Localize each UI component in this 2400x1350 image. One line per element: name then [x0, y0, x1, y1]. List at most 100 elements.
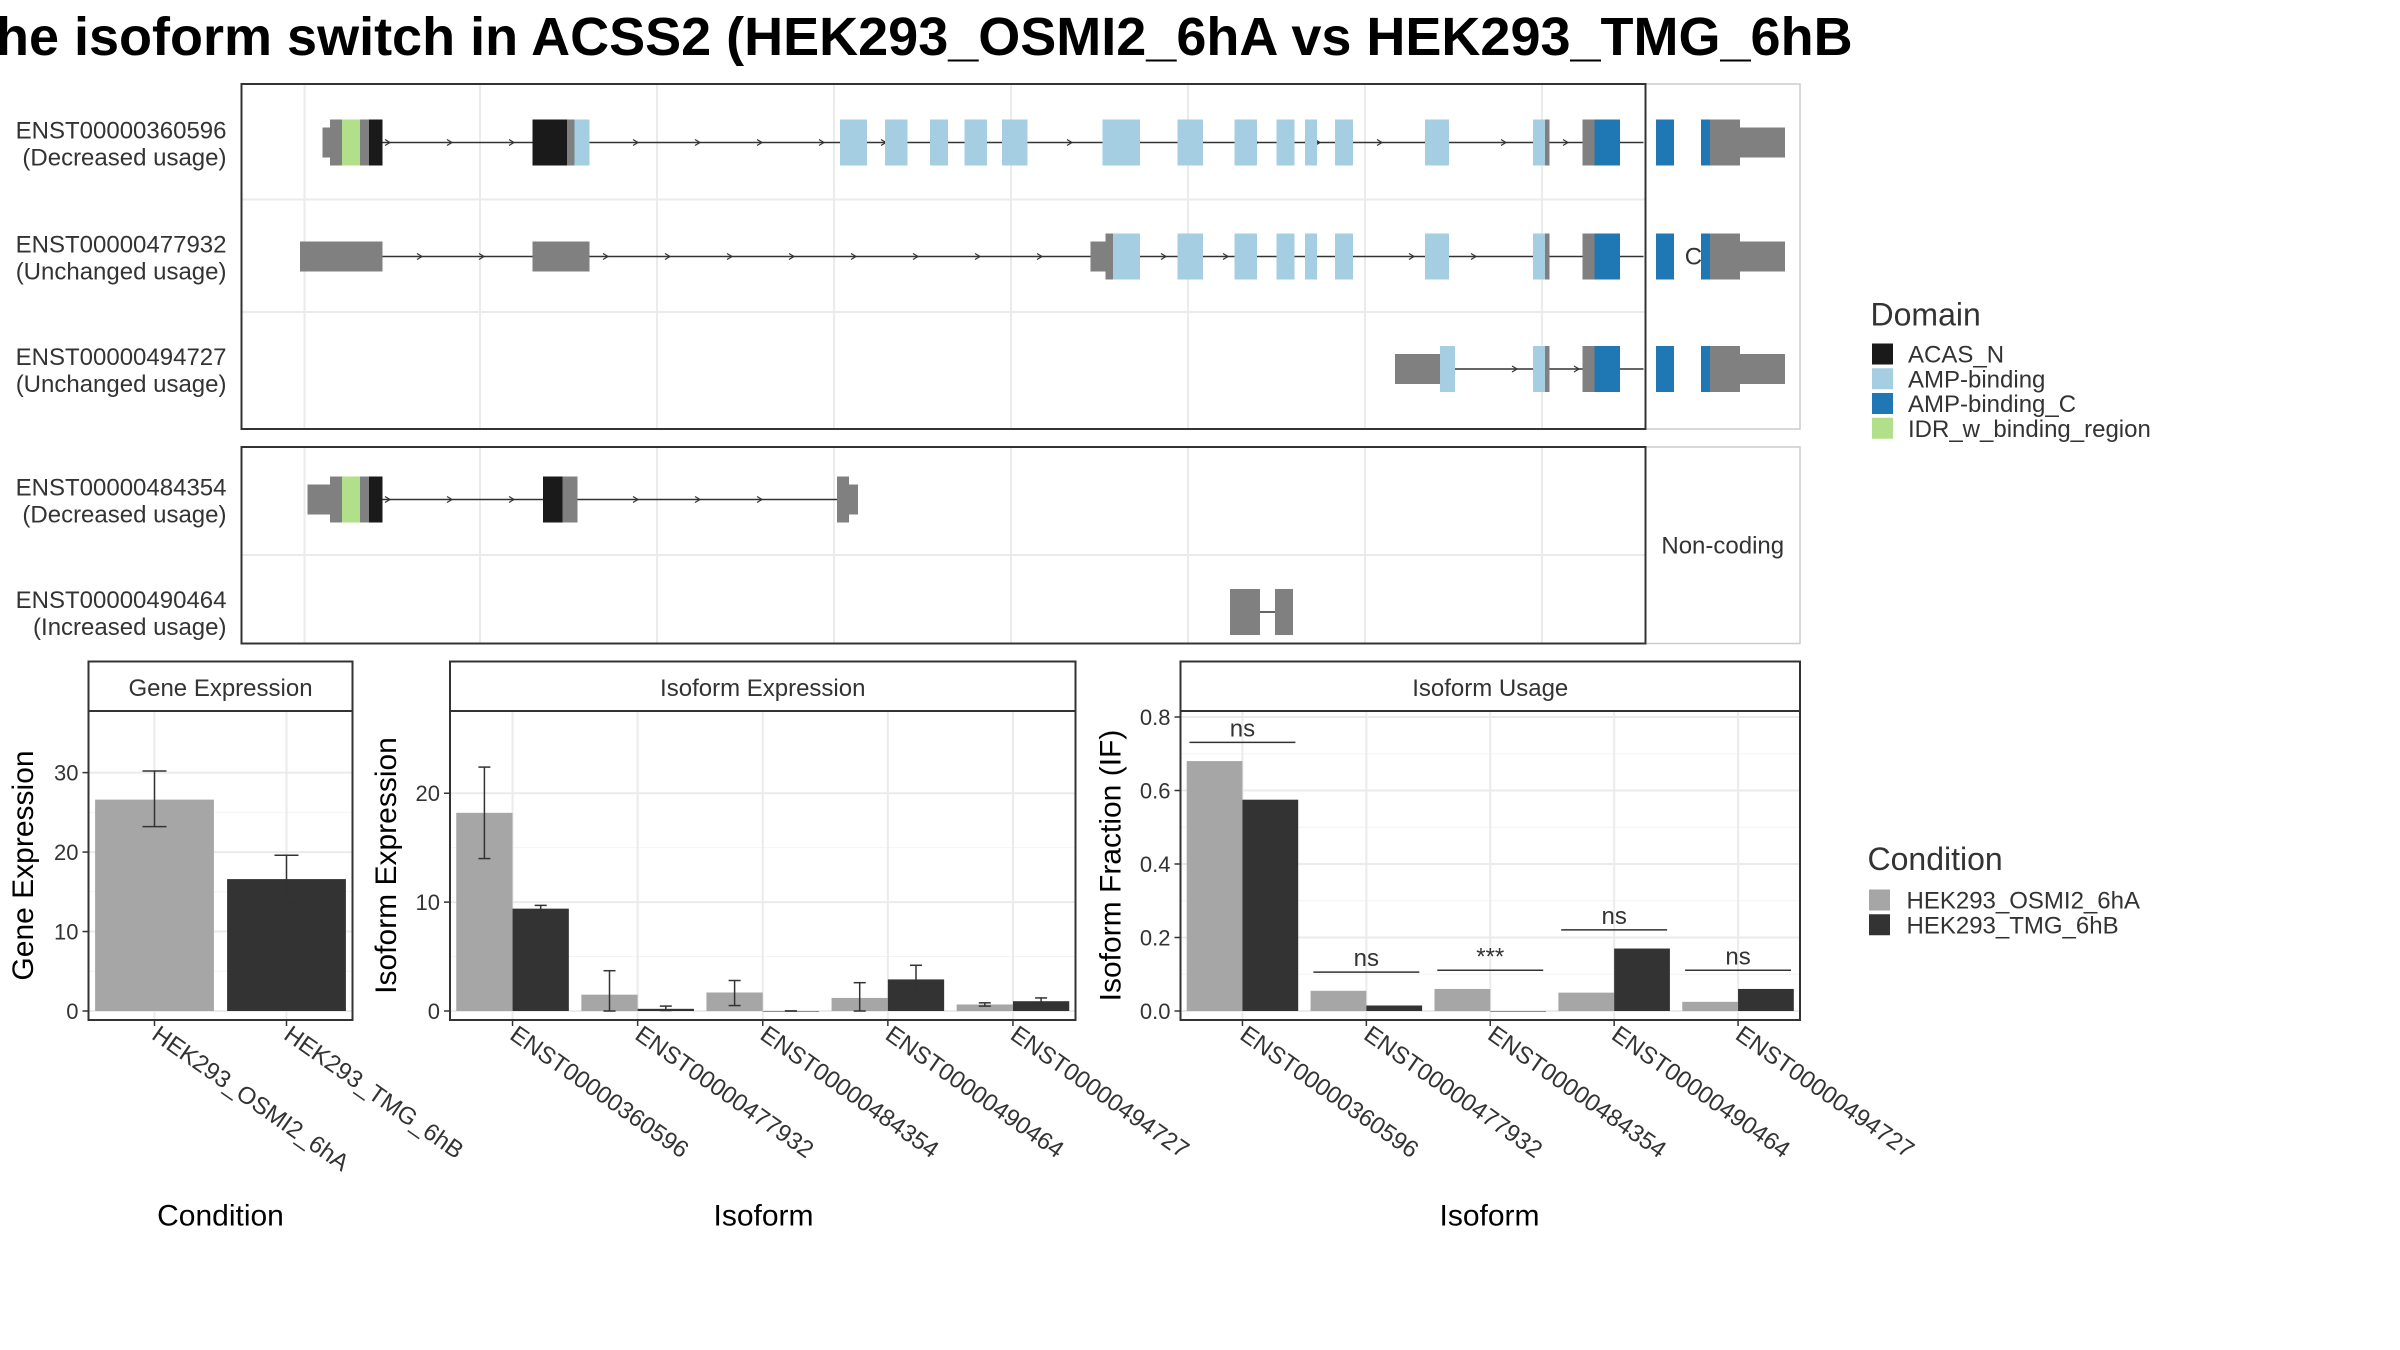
exon-block [1701, 346, 1710, 392]
significance-label: ns [1354, 945, 1379, 972]
exon-block [1395, 354, 1440, 384]
transcript-id: ENST00000477932 [16, 232, 227, 259]
direction-arrow [602, 252, 610, 261]
exon-block [360, 119, 369, 166]
exon-block [300, 241, 383, 272]
exon-block [1740, 127, 1785, 158]
exon-block [532, 119, 567, 166]
direction-arrow [446, 495, 454, 504]
exon-block [1305, 233, 1317, 280]
x-axis-title: Isoform [713, 1200, 813, 1233]
coding-panel: CodingENST00000360596(Decreased usage)EN… [16, 83, 1801, 430]
exon-block [1740, 241, 1785, 272]
legend-label: HEK293_OSMI2_6hA [1907, 888, 2140, 915]
direction-arrow [912, 252, 920, 261]
exon-block [1710, 233, 1740, 280]
exon-block [1545, 233, 1550, 280]
bar [1186, 761, 1243, 1011]
bar [1310, 990, 1367, 1011]
direction-arrow [1376, 138, 1384, 147]
exon-block [1533, 233, 1545, 280]
exon-block [1105, 233, 1113, 280]
direction-arrow [632, 495, 640, 504]
bar [1434, 988, 1491, 1011]
exon-block [1533, 119, 1545, 166]
bar [512, 908, 569, 1011]
transcript-usage: (Increased usage) [33, 614, 226, 641]
exon-block [1335, 233, 1353, 280]
exon-block [1710, 346, 1740, 392]
exon-block [1276, 233, 1295, 280]
direction-arrow [850, 252, 858, 261]
direction-arrow [1066, 138, 1074, 147]
transcript-id: ENST00000494727 [16, 344, 227, 371]
direction-arrow [632, 138, 640, 147]
legend-label: IDR_w_binding_region [1908, 416, 2151, 443]
transcript-id: ENST00000490464 [16, 587, 227, 614]
bar [1012, 1001, 1070, 1011]
direction-arrow [726, 252, 734, 261]
exon-block [1425, 119, 1449, 166]
y-tick-label: 0.2 [1140, 926, 1171, 951]
exon-block [1594, 119, 1620, 166]
bar [1490, 1011, 1547, 1012]
exon-block [369, 476, 383, 523]
exon-block [964, 119, 987, 166]
exon-block [1113, 233, 1140, 280]
exon-block [1230, 589, 1260, 635]
exon-block [1276, 119, 1295, 166]
legend-label: AMP-binding_C [1908, 391, 2076, 418]
exon-block [567, 119, 575, 166]
direction-arrow [664, 252, 672, 261]
exon-block [849, 484, 858, 515]
panel-border [449, 710, 1077, 1021]
domain-legend: Domain ACAS_NAMP-bindingAMP-binding_CIDR_… [1871, 297, 2151, 443]
exon-block [1545, 119, 1550, 166]
legend-label: ACAS_N [1908, 342, 2004, 369]
exon-block [360, 476, 369, 523]
facet-strip [87, 660, 354, 712]
direction-arrow [1470, 252, 1478, 261]
y-tick-label: 20 [416, 781, 440, 806]
condition-legend-title: Condition [1868, 841, 2003, 877]
direction-arrow [1408, 252, 1416, 261]
bar [1682, 1001, 1739, 1011]
transcript-row: ENST00000360596(Decreased usage) [16, 118, 1785, 172]
exon-block [1710, 119, 1740, 166]
exon-block [1656, 119, 1674, 166]
chart-title: Isoform Usage [1412, 675, 1568, 702]
exon-block [1440, 346, 1455, 392]
direction-arrow [694, 495, 702, 504]
direction-arrow [1562, 138, 1570, 147]
exon-block [1177, 119, 1203, 166]
chart-1: Gene Expression0102030HEK293_OSMI2_6hAHE… [7, 660, 468, 1233]
exon-block [885, 119, 908, 166]
exon-block [1582, 233, 1595, 280]
exon-block [574, 119, 590, 166]
exon-block [342, 476, 360, 523]
y-tick-label: 30 [54, 761, 78, 786]
significance-label: *** [1476, 943, 1504, 970]
exon-block [1656, 346, 1674, 392]
y-tick-label: 0.6 [1140, 779, 1171, 804]
figure-title: he isoform switch in ACSS2 (HEK293_OSMI2… [0, 7, 1853, 67]
transcript-usage: (Decreased usage) [22, 145, 226, 172]
direction-arrow [508, 138, 516, 147]
transcript-id: ENST00000360596 [16, 118, 227, 145]
exon-block [1545, 346, 1550, 392]
direction-arrow [1573, 365, 1581, 373]
direction-arrow [1160, 252, 1168, 261]
exon-block [1234, 233, 1257, 280]
y-tick-label: 0.8 [1140, 705, 1171, 730]
exon-block [1275, 589, 1293, 635]
chart-2: Isoform Expression01020ENST00000360596EN… [370, 660, 1194, 1233]
exon-block [330, 119, 342, 166]
direction-arrow [384, 138, 392, 147]
transcript-id: ENST00000484354 [16, 475, 227, 502]
exon-block [532, 241, 590, 272]
direction-arrow [756, 138, 764, 147]
legend-swatch [1869, 914, 1890, 936]
direction-arrow [384, 495, 392, 504]
y-tick-label: 0 [66, 999, 78, 1024]
